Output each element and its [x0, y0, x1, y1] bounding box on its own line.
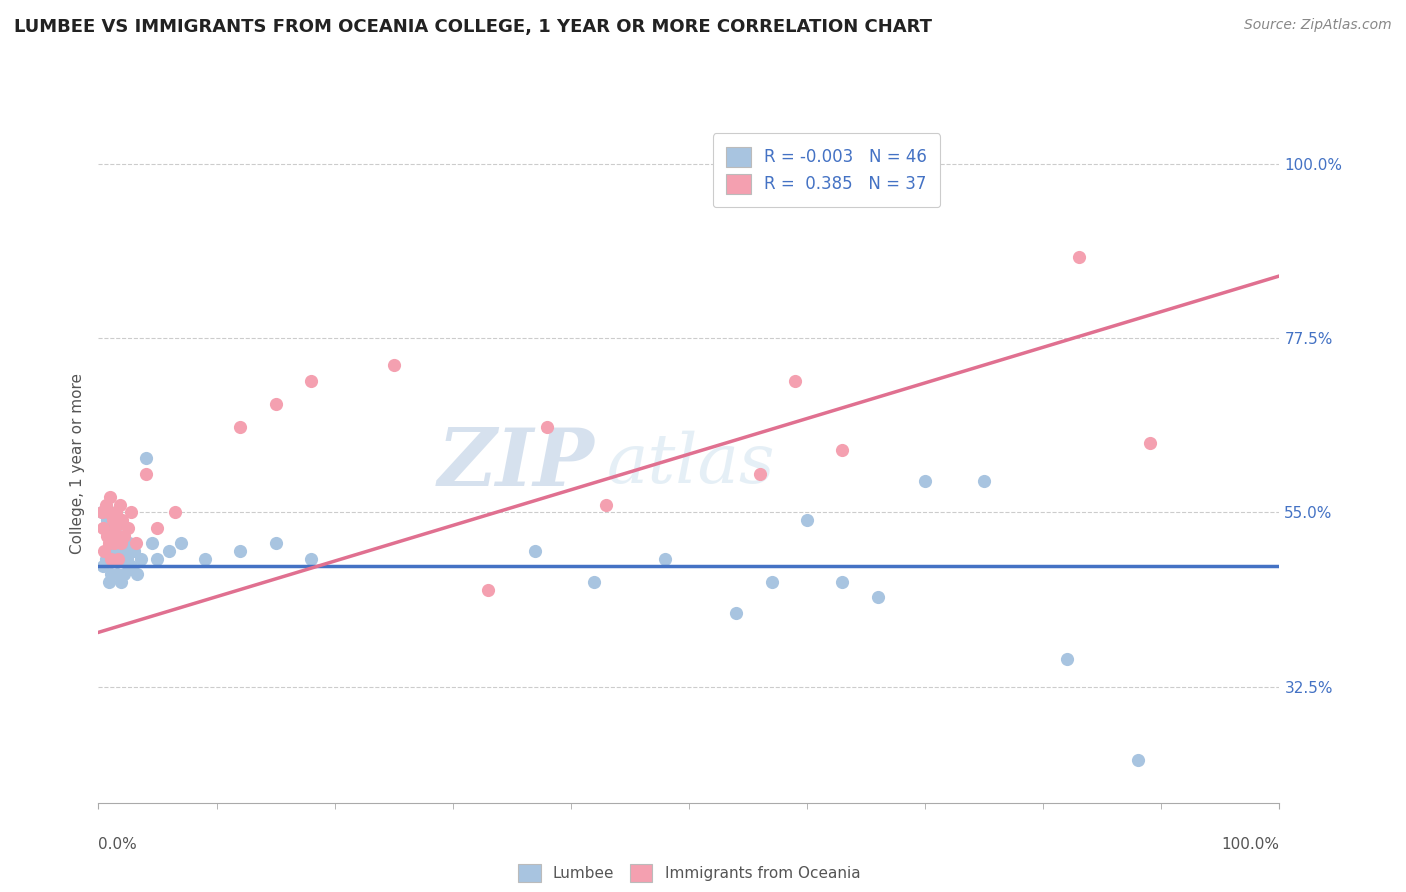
Point	[111, 513, 134, 527]
Point	[170, 536, 193, 550]
Point	[127, 567, 149, 582]
Point	[748, 467, 770, 481]
Point	[100, 551, 122, 566]
Y-axis label: College, 1 year or more: College, 1 year or more	[69, 374, 84, 554]
Point	[91, 521, 114, 535]
Point	[111, 544, 134, 558]
Legend: Lumbee, Immigrants from Oceania: Lumbee, Immigrants from Oceania	[510, 856, 868, 890]
Point	[264, 397, 287, 411]
Point	[264, 536, 287, 550]
Point	[477, 582, 499, 597]
Text: atlas: atlas	[606, 431, 775, 497]
Point	[654, 551, 676, 566]
Point	[93, 544, 115, 558]
Point	[103, 536, 125, 550]
Point	[125, 536, 148, 550]
Point	[866, 591, 889, 605]
Point	[98, 574, 121, 589]
Point	[101, 536, 124, 550]
Point	[94, 498, 117, 512]
Point	[973, 475, 995, 489]
Point	[785, 374, 807, 388]
Point	[110, 536, 132, 550]
Point	[105, 544, 128, 558]
Point	[299, 374, 322, 388]
Point	[121, 559, 143, 574]
Point	[796, 513, 818, 527]
Point	[595, 498, 617, 512]
Point	[229, 420, 252, 434]
Point	[105, 567, 128, 582]
Text: 0.0%: 0.0%	[98, 837, 138, 852]
Point	[536, 420, 558, 434]
Point	[382, 358, 405, 372]
Point	[103, 551, 125, 566]
Point	[98, 490, 121, 504]
Point	[112, 567, 135, 582]
Point	[93, 521, 115, 535]
Point	[91, 559, 114, 574]
Point	[524, 544, 547, 558]
Point	[135, 467, 157, 481]
Text: Source: ZipAtlas.com: Source: ZipAtlas.com	[1244, 18, 1392, 32]
Point	[146, 551, 169, 566]
Point	[104, 521, 127, 535]
Point	[112, 528, 135, 542]
Point	[108, 551, 131, 566]
Point	[97, 544, 120, 558]
Point	[583, 574, 606, 589]
Point	[157, 544, 180, 558]
Point	[761, 574, 783, 589]
Point	[108, 498, 131, 512]
Point	[98, 505, 121, 519]
Point	[299, 551, 322, 566]
Point	[1126, 753, 1149, 767]
Point	[1067, 250, 1090, 264]
Point	[97, 505, 120, 519]
Text: LUMBEE VS IMMIGRANTS FROM OCEANIA COLLEGE, 1 YEAR OR MORE CORRELATION CHART: LUMBEE VS IMMIGRANTS FROM OCEANIA COLLEG…	[14, 18, 932, 36]
Point	[96, 528, 118, 542]
Point	[1139, 435, 1161, 450]
Point	[725, 606, 748, 620]
Point	[914, 475, 936, 489]
Point	[129, 551, 152, 566]
Point	[100, 567, 122, 582]
Point	[831, 443, 853, 458]
Point	[91, 505, 114, 519]
Point	[141, 536, 163, 550]
Text: 100.0%: 100.0%	[1222, 837, 1279, 852]
Point	[104, 521, 127, 535]
Point	[135, 450, 157, 465]
Point	[831, 574, 853, 589]
Point	[194, 551, 217, 566]
Point	[94, 551, 117, 566]
Point	[105, 505, 128, 519]
Point	[107, 551, 129, 566]
Point	[98, 536, 121, 550]
Point	[105, 528, 128, 542]
Point	[115, 551, 138, 566]
Point	[101, 513, 124, 527]
Point	[118, 536, 141, 550]
Text: ZIP: ZIP	[437, 425, 595, 502]
Point	[229, 544, 252, 558]
Point	[91, 505, 114, 519]
Point	[1056, 652, 1078, 666]
Point	[121, 505, 143, 519]
Point	[107, 536, 129, 550]
Point	[96, 513, 118, 527]
Point	[146, 521, 169, 535]
Point	[122, 544, 145, 558]
Point	[117, 521, 139, 535]
Point	[110, 574, 132, 589]
Point	[165, 505, 187, 519]
